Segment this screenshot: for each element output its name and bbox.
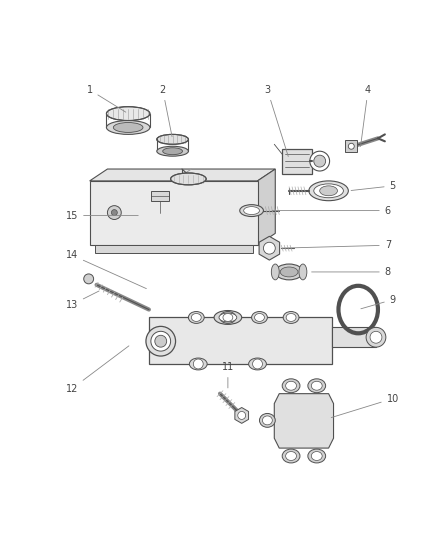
Ellipse shape [249, 358, 266, 370]
Ellipse shape [220, 311, 236, 324]
Ellipse shape [366, 327, 386, 347]
Ellipse shape [254, 313, 265, 321]
Ellipse shape [262, 416, 272, 425]
Text: 14: 14 [66, 250, 146, 288]
Polygon shape [149, 318, 332, 364]
Ellipse shape [286, 451, 297, 461]
Ellipse shape [282, 379, 300, 393]
Polygon shape [259, 236, 279, 260]
Ellipse shape [275, 264, 303, 280]
Ellipse shape [157, 134, 188, 144]
Ellipse shape [223, 313, 233, 321]
Ellipse shape [244, 207, 259, 215]
Ellipse shape [113, 123, 143, 132]
Ellipse shape [310, 151, 329, 171]
Ellipse shape [308, 379, 325, 393]
Ellipse shape [146, 326, 176, 356]
Text: 15: 15 [66, 211, 138, 221]
Ellipse shape [282, 449, 300, 463]
Ellipse shape [311, 381, 322, 390]
Polygon shape [274, 394, 333, 448]
Ellipse shape [299, 264, 307, 280]
Ellipse shape [251, 311, 267, 324]
Bar [282, 149, 312, 174]
Circle shape [111, 209, 117, 215]
Text: 6: 6 [272, 206, 391, 215]
Text: 3: 3 [264, 85, 288, 157]
Ellipse shape [280, 267, 298, 277]
Circle shape [107, 206, 121, 220]
Ellipse shape [283, 311, 299, 324]
Ellipse shape [157, 146, 188, 156]
Ellipse shape [348, 143, 354, 149]
Circle shape [84, 274, 94, 284]
Ellipse shape [314, 155, 325, 167]
Ellipse shape [219, 313, 237, 322]
Ellipse shape [271, 264, 279, 280]
Bar [332, 327, 376, 347]
Text: 9: 9 [361, 295, 396, 309]
Circle shape [155, 335, 167, 347]
Ellipse shape [214, 311, 242, 325]
Text: 1: 1 [87, 85, 126, 112]
Ellipse shape [188, 311, 204, 324]
Text: 12: 12 [66, 346, 129, 394]
Ellipse shape [311, 451, 322, 461]
Ellipse shape [106, 120, 150, 134]
Bar [95, 245, 253, 253]
Ellipse shape [286, 381, 297, 390]
Circle shape [263, 243, 275, 254]
Text: 5: 5 [351, 181, 396, 191]
Ellipse shape [171, 173, 206, 185]
Text: 4: 4 [360, 85, 371, 147]
Bar [346, 140, 357, 152]
Ellipse shape [106, 107, 150, 120]
Polygon shape [90, 169, 275, 181]
Ellipse shape [286, 313, 296, 321]
Ellipse shape [314, 184, 343, 198]
Text: 10: 10 [331, 393, 399, 417]
Ellipse shape [259, 414, 275, 427]
Bar [90, 181, 258, 245]
Circle shape [253, 359, 262, 369]
Ellipse shape [308, 449, 325, 463]
Polygon shape [258, 169, 275, 245]
Polygon shape [235, 408, 248, 423]
Ellipse shape [309, 181, 348, 201]
Ellipse shape [151, 332, 171, 351]
Ellipse shape [189, 358, 207, 370]
Circle shape [238, 411, 246, 419]
Ellipse shape [320, 186, 337, 196]
Bar [151, 191, 169, 201]
Circle shape [193, 359, 203, 369]
Text: 7: 7 [282, 240, 391, 250]
Text: 8: 8 [311, 267, 391, 277]
Text: 13: 13 [66, 291, 99, 310]
Ellipse shape [163, 148, 183, 155]
Text: 2: 2 [159, 85, 172, 136]
Ellipse shape [240, 205, 263, 216]
Text: 11: 11 [222, 362, 234, 388]
Ellipse shape [191, 313, 201, 321]
Ellipse shape [370, 332, 382, 343]
